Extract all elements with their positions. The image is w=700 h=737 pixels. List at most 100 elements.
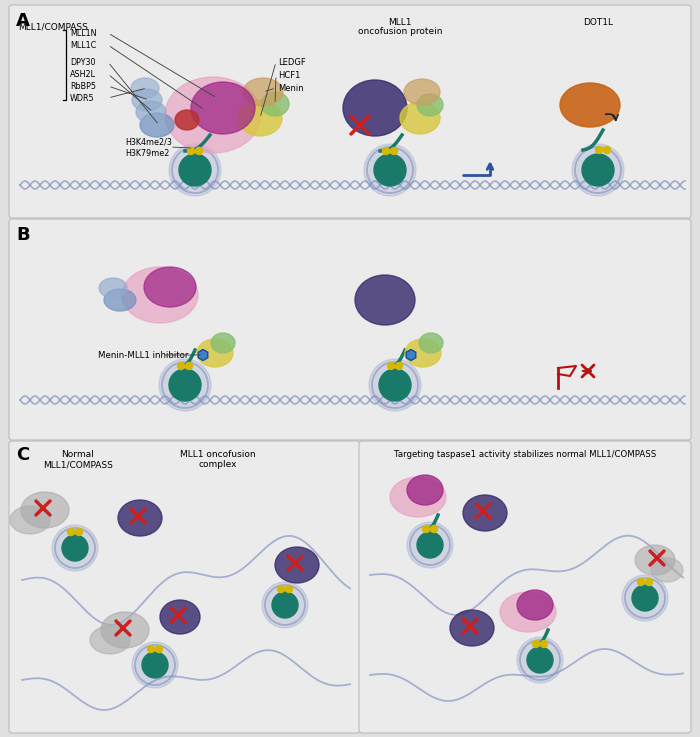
- Circle shape: [262, 582, 308, 628]
- Circle shape: [395, 363, 402, 369]
- Ellipse shape: [191, 82, 255, 134]
- Ellipse shape: [175, 110, 199, 130]
- Circle shape: [572, 144, 624, 196]
- Text: LEDGF: LEDGF: [278, 57, 306, 66]
- Circle shape: [132, 642, 178, 688]
- Circle shape: [622, 575, 668, 621]
- Circle shape: [159, 359, 211, 411]
- Text: Menin-MLL1 inhibitor: Menin-MLL1 inhibitor: [98, 351, 188, 360]
- Ellipse shape: [238, 100, 282, 136]
- Circle shape: [632, 585, 658, 611]
- Polygon shape: [406, 349, 416, 360]
- Circle shape: [272, 592, 298, 618]
- Text: WDR5: WDR5: [70, 94, 94, 102]
- Ellipse shape: [160, 600, 200, 634]
- Circle shape: [517, 637, 563, 683]
- FancyBboxPatch shape: [9, 441, 360, 733]
- Ellipse shape: [136, 101, 166, 123]
- Circle shape: [603, 147, 610, 153]
- Circle shape: [195, 147, 202, 155]
- Circle shape: [527, 647, 553, 673]
- Ellipse shape: [118, 500, 162, 536]
- Ellipse shape: [165, 77, 261, 153]
- Ellipse shape: [355, 275, 415, 325]
- Circle shape: [148, 646, 155, 652]
- FancyBboxPatch shape: [9, 5, 691, 218]
- Ellipse shape: [560, 83, 620, 127]
- Ellipse shape: [517, 590, 553, 620]
- Ellipse shape: [275, 547, 319, 583]
- Ellipse shape: [90, 626, 130, 654]
- FancyBboxPatch shape: [359, 441, 691, 733]
- Circle shape: [277, 585, 284, 593]
- Text: B: B: [16, 226, 29, 244]
- Circle shape: [286, 585, 293, 593]
- Text: MLL1C: MLL1C: [70, 41, 97, 49]
- Ellipse shape: [104, 289, 136, 311]
- Circle shape: [76, 528, 83, 536]
- Circle shape: [188, 147, 195, 155]
- Text: C: C: [16, 446, 29, 464]
- Text: MLL1: MLL1: [389, 18, 412, 27]
- Circle shape: [423, 525, 430, 533]
- Text: Menin: Menin: [278, 83, 304, 93]
- Ellipse shape: [400, 102, 440, 134]
- Ellipse shape: [651, 558, 683, 582]
- Ellipse shape: [417, 94, 443, 116]
- Circle shape: [417, 532, 443, 558]
- Ellipse shape: [500, 592, 556, 632]
- Circle shape: [533, 640, 540, 648]
- Ellipse shape: [243, 78, 283, 106]
- Polygon shape: [198, 349, 208, 360]
- Text: ASH2L: ASH2L: [70, 69, 96, 79]
- Ellipse shape: [10, 506, 50, 534]
- Ellipse shape: [404, 79, 440, 105]
- Circle shape: [391, 147, 398, 155]
- Ellipse shape: [197, 339, 233, 367]
- Circle shape: [407, 522, 453, 568]
- Circle shape: [67, 528, 74, 536]
- Circle shape: [430, 525, 438, 533]
- Circle shape: [645, 579, 652, 585]
- Ellipse shape: [131, 78, 159, 98]
- Ellipse shape: [343, 80, 407, 136]
- Text: DPY30: DPY30: [70, 57, 95, 66]
- Circle shape: [62, 535, 88, 561]
- Circle shape: [142, 652, 168, 678]
- Text: H3K4me2/3: H3K4me2/3: [125, 138, 172, 147]
- Circle shape: [596, 147, 603, 153]
- Circle shape: [169, 369, 201, 401]
- Ellipse shape: [390, 477, 446, 517]
- Circle shape: [582, 154, 614, 186]
- Circle shape: [364, 144, 416, 196]
- Circle shape: [379, 369, 411, 401]
- Ellipse shape: [99, 278, 127, 298]
- Circle shape: [186, 363, 192, 369]
- Text: HCF1: HCF1: [278, 71, 300, 80]
- Ellipse shape: [122, 267, 198, 323]
- FancyBboxPatch shape: [9, 219, 691, 440]
- Ellipse shape: [132, 89, 162, 111]
- Circle shape: [382, 147, 389, 155]
- Text: Targeting taspase1 activity stabilizes normal MLL1/COMPASS: Targeting taspase1 activity stabilizes n…: [394, 450, 656, 459]
- Text: MLL1/COMPASS: MLL1/COMPASS: [18, 22, 88, 31]
- Ellipse shape: [405, 339, 441, 367]
- Ellipse shape: [21, 492, 69, 528]
- Circle shape: [540, 640, 547, 648]
- Text: MLL1 oncofusion
complex: MLL1 oncofusion complex: [180, 450, 256, 469]
- Circle shape: [52, 525, 98, 571]
- Ellipse shape: [450, 610, 494, 646]
- Ellipse shape: [101, 612, 149, 648]
- Circle shape: [374, 154, 406, 186]
- Text: RbBP5: RbBP5: [70, 82, 96, 91]
- Text: A: A: [16, 12, 30, 30]
- Circle shape: [638, 579, 645, 585]
- Text: DOT1L: DOT1L: [583, 18, 613, 27]
- Text: Normal
MLL1/COMPASS: Normal MLL1/COMPASS: [43, 450, 113, 469]
- Ellipse shape: [635, 545, 675, 575]
- Ellipse shape: [463, 495, 507, 531]
- Circle shape: [179, 154, 211, 186]
- Text: H3K79me2: H3K79me2: [125, 148, 169, 158]
- Circle shape: [169, 144, 221, 196]
- Text: MLL1N: MLL1N: [70, 29, 97, 38]
